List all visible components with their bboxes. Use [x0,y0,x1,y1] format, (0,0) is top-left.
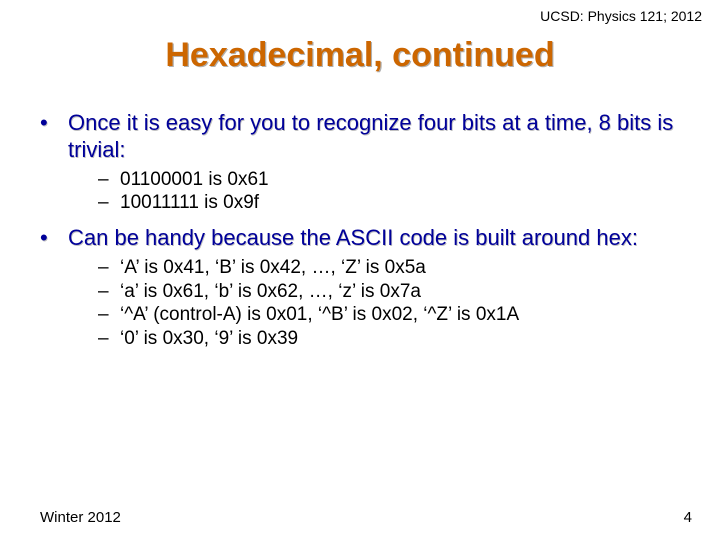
sub-item: – 01100001 is 0x61 [98,168,690,192]
page-number: 4 [684,509,692,526]
slide-content: • Once it is easy for you to recognize f… [40,110,690,361]
sub-list: – ‘A’ is 0x41, ‘B’ is 0x42, …, ‘Z’ is 0x… [40,256,690,351]
dash-icon: – [98,303,120,327]
bullet-list: • Once it is easy for you to recognize f… [40,110,690,351]
sub-text: ‘^A’ (control-A) is 0x01, ‘^B’ is 0x02, … [120,303,690,327]
bullet-glyph: • [40,225,68,252]
sub-text: ‘0’ is 0x30, ‘9’ is 0x39 [120,327,690,351]
sub-text: ‘A’ is 0x41, ‘B’ is 0x42, …, ‘Z’ is 0x5a [120,256,690,280]
header-course: UCSD: Physics 121; 2012 [540,8,702,24]
dash-icon: – [98,280,120,304]
bullet-text: Can be handy because the ASCII code is b… [68,225,690,252]
sub-item: – 10011111 is 0x9f [98,191,690,215]
bullet-item: • Once it is easy for you to recognize f… [40,110,690,215]
sub-item: – ‘a’ is 0x61, ‘b’ is 0x62, …, ‘z’ is 0x… [98,280,690,304]
sub-item: – ‘^A’ (control-A) is 0x01, ‘^B’ is 0x02… [98,303,690,327]
dash-icon: – [98,168,120,192]
sub-text: 01100001 is 0x61 [120,168,690,192]
footer-term: Winter 2012 [40,509,121,526]
sub-list: – 01100001 is 0x61 – 10011111 is 0x9f [40,168,690,216]
dash-icon: – [98,327,120,351]
sub-text: 10011111 is 0x9f [120,191,690,215]
slide: UCSD: Physics 121; 2012 Hexadecimal, con… [0,0,720,540]
sub-text: ‘a’ is 0x61, ‘b’ is 0x62, …, ‘z’ is 0x7a [120,280,690,304]
dash-icon: – [98,256,120,280]
bullet-line: • Once it is easy for you to recognize f… [40,110,690,164]
bullet-text: Once it is easy for you to recognize fou… [68,110,690,164]
slide-title: Hexadecimal, continued [0,36,720,75]
sub-item: – ‘A’ is 0x41, ‘B’ is 0x42, …, ‘Z’ is 0x… [98,256,690,280]
bullet-item: • Can be handy because the ASCII code is… [40,225,690,351]
bullet-line: • Can be handy because the ASCII code is… [40,225,690,252]
bullet-glyph: • [40,110,68,137]
dash-icon: – [98,191,120,215]
sub-item: – ‘0’ is 0x30, ‘9’ is 0x39 [98,327,690,351]
